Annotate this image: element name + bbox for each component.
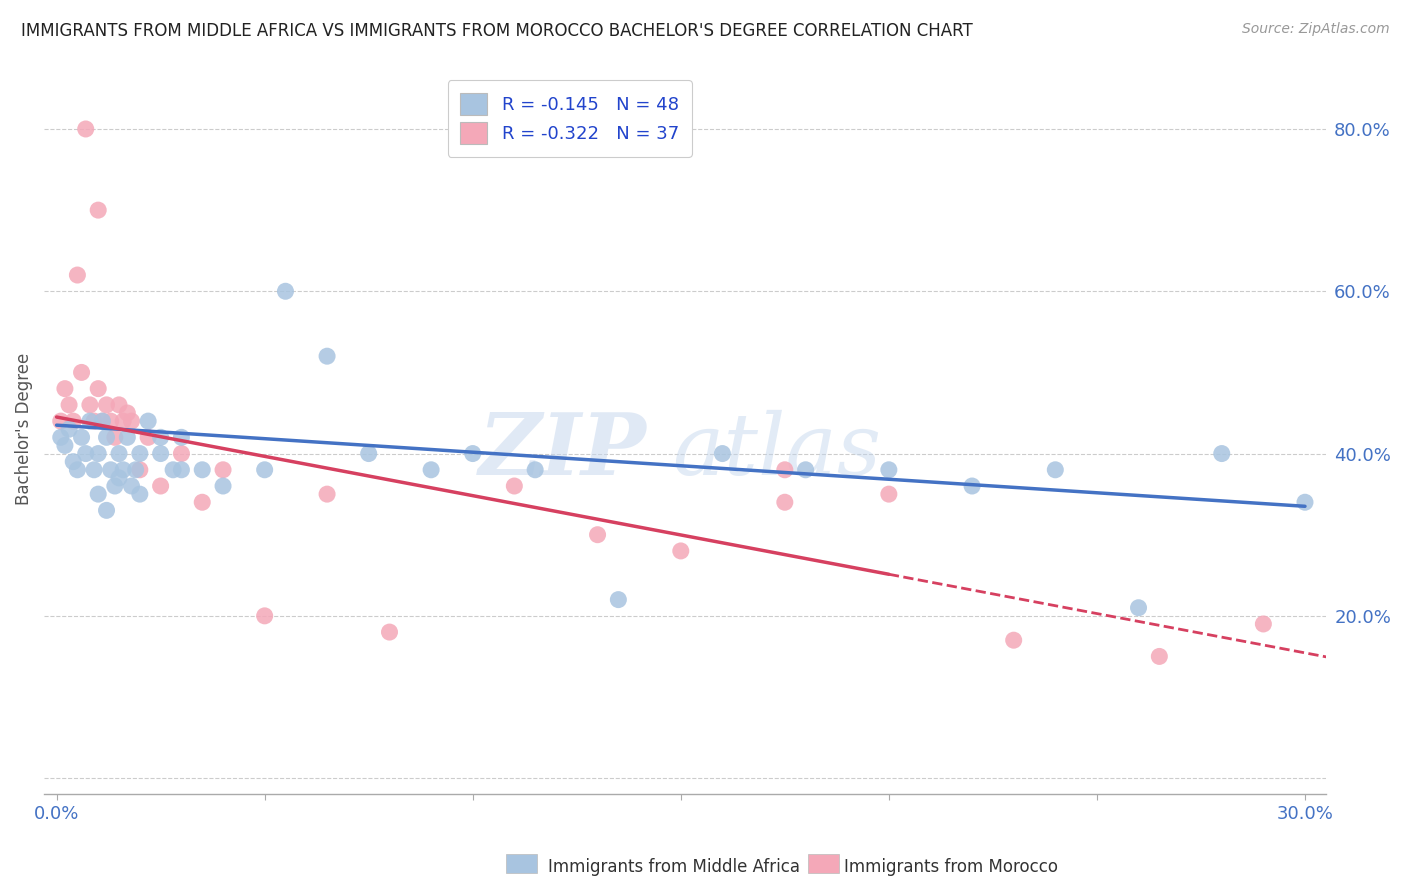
Point xyxy=(1002,633,1025,648)
Point xyxy=(773,495,796,509)
Point xyxy=(191,463,214,477)
Point xyxy=(100,414,122,428)
Point xyxy=(877,487,900,501)
Point xyxy=(149,479,172,493)
Point xyxy=(66,268,89,282)
Point xyxy=(191,495,214,509)
Point xyxy=(87,487,110,501)
Point xyxy=(316,349,339,363)
Point xyxy=(960,479,983,493)
Point xyxy=(149,430,172,444)
Point xyxy=(170,463,193,477)
Point xyxy=(58,422,80,436)
Point xyxy=(253,608,276,623)
Point xyxy=(53,382,76,396)
Point xyxy=(87,203,110,218)
Point xyxy=(117,430,139,444)
Point xyxy=(108,471,131,485)
Point xyxy=(136,430,159,444)
Point xyxy=(128,487,150,501)
Point xyxy=(121,414,143,428)
Point xyxy=(49,430,72,444)
Point xyxy=(75,446,97,460)
Point xyxy=(316,487,339,501)
Point xyxy=(104,430,127,444)
Text: IMMIGRANTS FROM MIDDLE AFRICA VS IMMIGRANTS FROM MOROCCO BACHELOR'S DEGREE CORRE: IMMIGRANTS FROM MIDDLE AFRICA VS IMMIGRA… xyxy=(21,22,973,40)
Text: Source: ZipAtlas.com: Source: ZipAtlas.com xyxy=(1241,22,1389,37)
Point xyxy=(420,463,443,477)
Point xyxy=(62,455,84,469)
Point xyxy=(112,463,135,477)
Point xyxy=(128,446,150,460)
Point xyxy=(1253,617,1275,632)
Point xyxy=(124,463,146,477)
Point xyxy=(128,463,150,477)
Point xyxy=(83,463,105,477)
Point xyxy=(83,414,105,428)
Point xyxy=(100,463,122,477)
Point xyxy=(524,463,547,477)
Point xyxy=(669,544,692,558)
Point xyxy=(586,527,609,541)
Point xyxy=(96,503,118,517)
Text: Immigrants from Middle Africa: Immigrants from Middle Africa xyxy=(548,858,800,876)
Text: Immigrants from Morocco: Immigrants from Morocco xyxy=(844,858,1057,876)
Point xyxy=(136,414,159,428)
Point xyxy=(503,479,526,493)
Point xyxy=(794,463,817,477)
Point xyxy=(378,625,401,640)
Point xyxy=(79,414,101,428)
Text: ZIP: ZIP xyxy=(478,409,647,493)
Point xyxy=(96,430,118,444)
Point xyxy=(91,414,114,428)
Point xyxy=(70,430,93,444)
Point xyxy=(121,479,143,493)
Point xyxy=(87,446,110,460)
Point xyxy=(112,414,135,428)
Point xyxy=(773,463,796,477)
Point xyxy=(96,398,118,412)
Point xyxy=(117,406,139,420)
Point xyxy=(79,398,101,412)
Point xyxy=(49,414,72,428)
Point xyxy=(253,463,276,477)
Point xyxy=(170,430,193,444)
Legend: R = -0.145   N = 48, R = -0.322   N = 37: R = -0.145 N = 48, R = -0.322 N = 37 xyxy=(447,80,692,157)
Point xyxy=(357,446,380,460)
Point xyxy=(274,285,297,299)
Point xyxy=(877,463,900,477)
Point xyxy=(170,446,193,460)
Point xyxy=(108,446,131,460)
Point xyxy=(607,592,630,607)
Text: atlas: atlas xyxy=(672,409,882,492)
Point xyxy=(75,122,97,136)
Point xyxy=(62,414,84,428)
Point xyxy=(1045,463,1067,477)
Point xyxy=(58,398,80,412)
Point xyxy=(1128,600,1150,615)
Point xyxy=(711,446,734,460)
Point xyxy=(461,446,484,460)
Point xyxy=(70,366,93,380)
Y-axis label: Bachelor's Degree: Bachelor's Degree xyxy=(15,353,32,506)
Point xyxy=(162,463,184,477)
Point xyxy=(53,438,76,452)
FancyBboxPatch shape xyxy=(808,854,839,873)
Point xyxy=(212,463,235,477)
Point xyxy=(104,479,127,493)
Point xyxy=(212,479,235,493)
Point xyxy=(1294,495,1316,509)
Point xyxy=(149,446,172,460)
Point xyxy=(1211,446,1233,460)
Point xyxy=(91,414,114,428)
Point xyxy=(1149,649,1171,664)
Point xyxy=(66,463,89,477)
Point xyxy=(87,382,110,396)
FancyBboxPatch shape xyxy=(506,854,537,873)
Point xyxy=(108,398,131,412)
